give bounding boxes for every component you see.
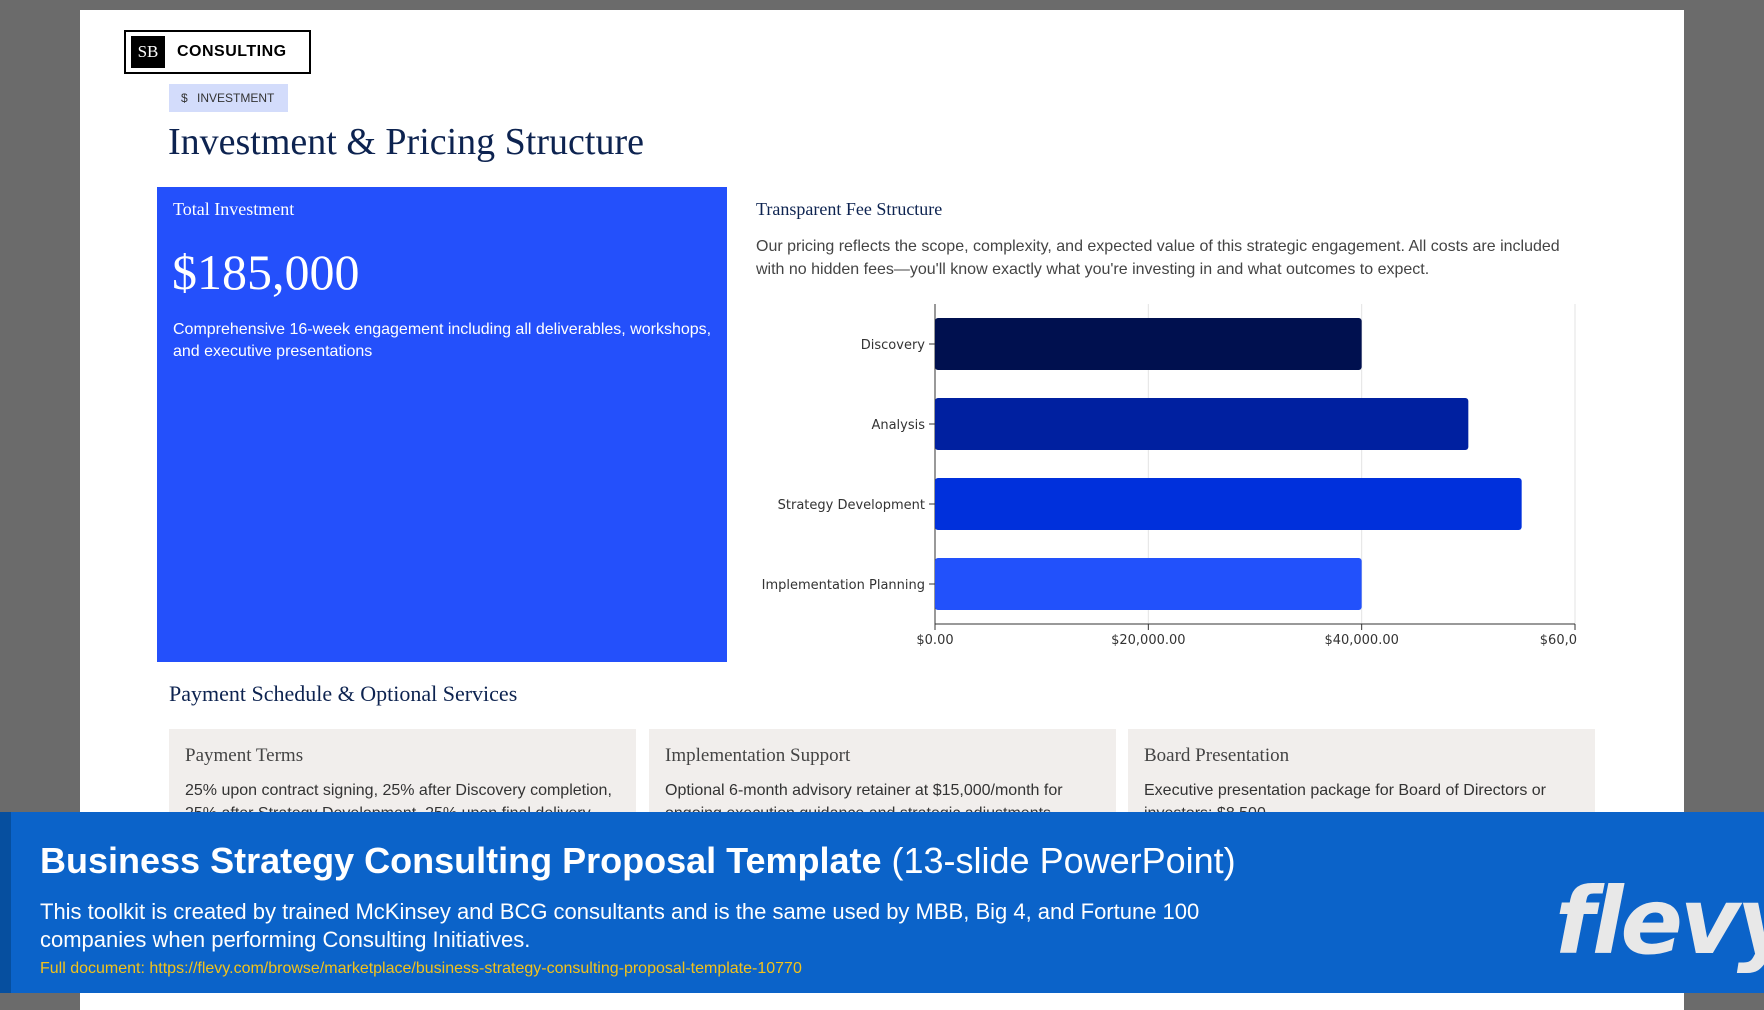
y-tick-label: Strategy Development [778, 498, 925, 513]
payment-heading: Payment Schedule & Optional Services [169, 681, 518, 706]
banner-subtitle: (13-slide PowerPoint) [891, 840, 1236, 881]
card-title: Board Presentation [1144, 745, 1290, 766]
tag-icon: $ [181, 91, 188, 105]
fee-heading: Transparent Fee Structure [756, 199, 943, 219]
brand-logo: flevy [1555, 868, 1764, 975]
logo: SB CONSULTING [124, 30, 311, 74]
y-tick-label: Analysis [871, 418, 925, 433]
bar [935, 478, 1522, 530]
x-tick-label: $60,0 [1540, 633, 1577, 648]
logo-mark: SB [131, 36, 165, 68]
fee-text: Our pricing reflects the scope, complexi… [756, 238, 1560, 278]
logo-name: CONSULTING [177, 43, 287, 60]
tag-label: INVESTMENT [197, 91, 275, 105]
total-card: Total Investment $185,000 Comprehensive … [157, 187, 727, 662]
banner-description: This toolkit is created by trained McKin… [40, 899, 1200, 952]
y-tick-label: Implementation Planning [762, 578, 925, 593]
total-description: Comprehensive 16-week engagement includi… [173, 321, 712, 360]
banner-title-main: Business Strategy Consulting Proposal Te… [40, 840, 882, 881]
banner-title: Business Strategy Consulting Proposal Te… [40, 840, 1236, 882]
page-title: Investment & Pricing Structure [168, 121, 644, 163]
bar [935, 318, 1362, 370]
bar [935, 558, 1362, 610]
card-title: Implementation Support [665, 745, 851, 766]
total-label: Total Investment [173, 199, 295, 219]
card-title: Payment Terms [185, 745, 304, 766]
y-tick-label: Discovery [861, 338, 926, 353]
section-tag: $ INVESTMENT [169, 84, 288, 112]
bar [935, 398, 1469, 450]
banner: Business Strategy Consulting Proposal Te… [0, 812, 1764, 993]
x-tick-label: $0.00 [916, 633, 953, 648]
banner-link[interactable]: Full document: https://flevy.com/browse/… [40, 960, 802, 977]
x-tick-label: $40,000.00 [1324, 633, 1398, 648]
total-amount: $185,000 [172, 244, 360, 300]
x-tick-label: $20,000.00 [1111, 633, 1185, 648]
banner-strip [0, 812, 11, 993]
